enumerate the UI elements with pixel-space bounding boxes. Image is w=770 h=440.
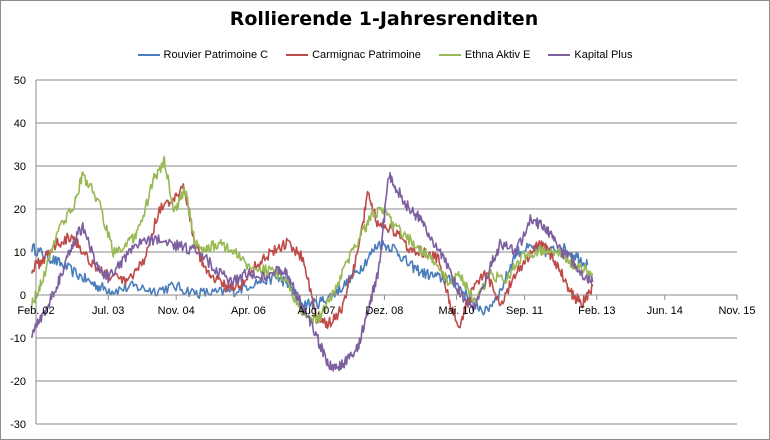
x-tick-label: Jul. 03	[92, 305, 124, 317]
x-tick-label: Nov. 04	[158, 305, 195, 317]
legend-label: Ethna Aktiv E	[464, 49, 531, 61]
y-tick-label: 10	[14, 247, 26, 259]
legend-swatch	[137, 54, 160, 56]
y-tick-label: 30	[14, 161, 26, 173]
chart-title: Rollierende 1-Jahresrenditen	[229, 8, 539, 30]
legend-item: Carmignac Patrimoine	[286, 49, 421, 61]
gridlines	[36, 79, 737, 425]
x-tick-label: Feb. 02	[17, 305, 54, 317]
y-tick-label: 0	[20, 290, 26, 302]
tick-labels: -30 -20 -10 0 10 20 30 40 50 Feb. 02 Jul. 03 Nov. 0…	[10, 75, 755, 431]
legend-label: Carmignac Patrimoine	[312, 49, 421, 61]
series-lines	[31, 155, 594, 372]
y-tick-label: -20	[10, 376, 26, 388]
legend-item: Kapital Plus	[548, 49, 632, 61]
legend-swatch	[548, 54, 571, 56]
legend-swatch	[438, 54, 461, 56]
legend-label: Kapital Plus	[574, 49, 633, 61]
x-tick-label: Feb. 13	[578, 305, 615, 317]
x-tick-label: Apr. 06	[231, 305, 266, 317]
x-tick-label: Mai. 10	[439, 305, 475, 317]
x-tick-label: Jun. 14	[647, 305, 683, 317]
y-tick-label: 20	[14, 204, 26, 216]
y-tick-label: -10	[10, 333, 26, 345]
legend: Rouvier Patrimoine C Carmignac Patrimoine…	[0, 49, 770, 61]
y-tick-label: -30	[10, 419, 26, 431]
legend-item: Rouvier Patrimoine C	[137, 49, 269, 61]
x-tick-label: Aug. 07	[297, 305, 335, 317]
y-tick-label: 40	[14, 118, 26, 130]
x-tick-label: Dez. 08	[365, 305, 403, 317]
series-line	[31, 171, 594, 372]
legend-swatch	[286, 54, 309, 56]
legend-item: Ethna Aktiv E	[438, 49, 531, 61]
x-tick-label: Sep. 11	[506, 305, 543, 317]
y-tick-label: 50	[14, 75, 26, 87]
series-line	[31, 183, 594, 330]
legend-label: Rouvier Patrimoine C	[163, 49, 269, 61]
x-tick-label: Nov. 15	[718, 305, 755, 317]
